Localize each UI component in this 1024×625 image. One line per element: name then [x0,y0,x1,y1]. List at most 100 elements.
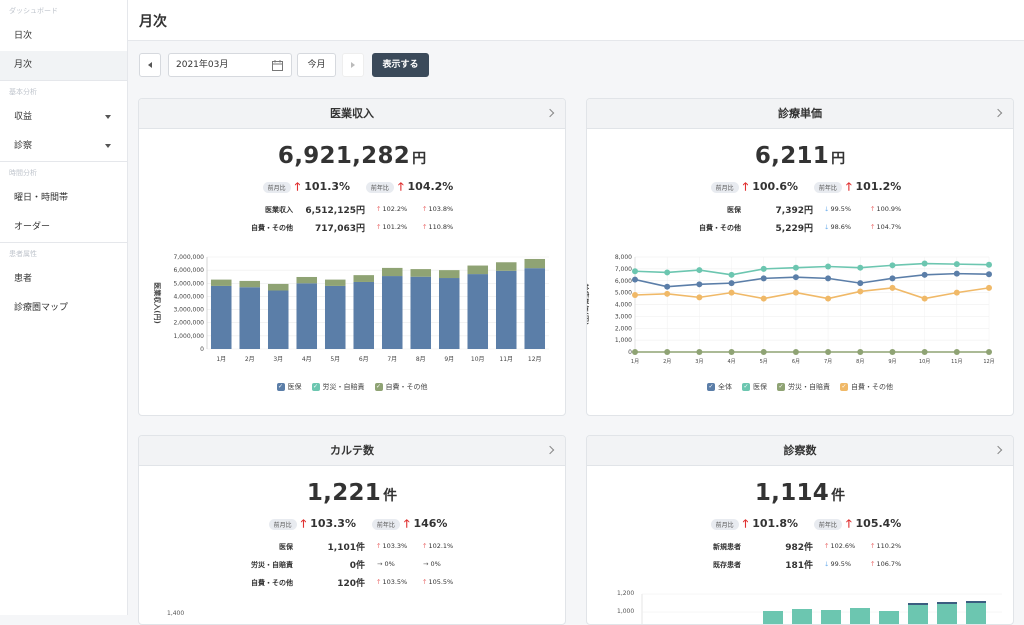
visits-bar-chart-partial [641,593,1002,624]
page-header: 月次 [128,0,1024,41]
checkbox-icon[interactable]: ✓ [840,383,848,391]
series-point-全体 [986,271,992,278]
series-point-自費・その他 [792,289,799,296]
legend-item[interactable]: ✓ 全体 [707,382,732,392]
revenue-total-value: 6,921,282 [277,143,411,169]
x-tick-label: 2月 [663,359,671,365]
breakdown-ratio: 🡑 102.1% [423,542,453,553]
sidebar-item-label: 収益 [14,112,33,122]
sidebar-item-label: 曜日・時間帯 [14,193,69,203]
series-point-医保 [889,262,896,269]
visits-bar-cap [966,601,986,603]
prev-month-button[interactable] [139,53,161,77]
breakdown-label: 既存患者 [713,561,741,569]
visits-bar [879,611,899,624]
legend-item[interactable]: ✓ 医保 [276,382,302,392]
x-tick-label: 9月 [888,359,896,365]
legend-item[interactable]: ✓ 自費・その他 [374,382,428,392]
chart-count-unit: 件 [383,488,398,504]
arrow-down-icon: 🡓 [825,205,831,213]
breakdown-ratio-value: 102.2% [382,205,408,213]
breakdown-ratio-value: 105.5% [428,578,454,586]
caret-down-icon[interactable] [105,115,111,119]
caret-down-icon[interactable] [105,144,111,148]
month-picker-input[interactable]: 2021年03月 [168,53,292,77]
sidebar-item[interactable]: 診療圏マップ [0,294,127,323]
checkbox-icon[interactable]: ✓ [742,383,750,391]
visits-bar [763,611,783,624]
x-tick-label: 5月 [760,359,768,365]
sidebar-item[interactable]: 収益 [0,103,127,132]
x-tick-label: 9月 [444,356,454,363]
checkbox-icon[interactable]: ✓ [707,383,715,391]
bar-医保 [210,285,232,349]
arrow-up-icon: 🡑 [423,223,429,231]
bar-医保 [524,268,546,349]
chevron-right-icon[interactable] [545,445,555,455]
yoy-value: 105.4% [855,517,902,530]
checkbox-icon[interactable]: ✓ [374,383,383,391]
series-line-全体 [634,272,990,288]
series-line-自費・その他 [634,287,990,300]
sidebar-item[interactable]: 日次 [0,22,127,51]
chevron-right-icon[interactable] [993,445,1003,455]
chart-count-value: 1,221 [306,480,382,506]
sidebar-item[interactable]: 診察 [0,132,127,161]
visits-unit: 件 [831,488,846,504]
series-point-全体 [760,275,767,282]
x-tick-label: 12月 [983,359,994,365]
checkbox-icon[interactable]: ✓ [311,383,320,391]
chevron-right-icon[interactable] [545,108,555,118]
sidebar-item[interactable]: 月次 [0,51,127,80]
series-point-労災・自賠責 [825,349,832,355]
bar-自費・その他 [524,258,546,269]
visits-card-header[interactable]: 診察数 [587,436,1013,466]
next-month-button[interactable] [342,53,364,77]
visits-ratios: 前月比 🡑 101.8% 前年比 🡑 105.4% [587,515,1013,534]
breakdown-ratio: 🡑 110.2% [871,542,901,553]
chart-count-card-header[interactable]: カルテ数 [139,436,565,466]
sidebar-item[interactable]: オーダー [0,213,127,242]
breakdown-ratio: 🡑 100.9% [871,205,901,216]
series-point-全体 [632,276,638,283]
checkbox-icon[interactable]: ✓ [777,383,785,391]
breakdown-ratio: 🡑 103.5% [377,578,407,589]
legend-item[interactable]: ✓ 医保 [742,382,767,392]
series-point-労災・自賠責 [728,349,735,355]
series-point-自費・その他 [760,295,767,302]
checkbox-icon[interactable]: ✓ [276,383,285,391]
legend-item[interactable]: ✓ 自費・その他 [840,382,893,392]
breakdown-label: 自費・その他 [251,224,293,232]
revenue-card-header[interactable]: 医業収入 [139,99,565,129]
legend-label: 医保 [753,383,767,391]
arrow-up-icon: 🡑 [871,542,877,550]
show-button[interactable]: 表示する [372,53,429,77]
breakdown-ratio: 🡑 104.7% [871,223,901,234]
arrow-up-icon: 🡑 [845,180,852,193]
series-point-全体 [825,275,832,282]
arrow-up-icon: 🡑 [845,517,852,530]
arrow-up-icon: 🡑 [403,517,410,530]
bar-自費・その他 [210,279,232,286]
legend-item[interactable]: ✓ 労災・自賠責 [777,382,830,392]
legend-item[interactable]: ✓ 労災・自賠責 [311,382,365,392]
this-month-button[interactable]: 今月 [297,53,336,77]
x-tick-label: 6月 [359,356,369,363]
breakdown-ratio: 🡑 110.8% [423,223,453,234]
bar-自費・その他 [324,279,346,286]
mom-pill: 前月比 [710,518,739,530]
breakdown-ratio-value: 104.7% [876,223,902,231]
arrow-up-icon: 🡑 [742,517,749,530]
breakdown-label: 医業収入 [265,206,293,214]
chevron-right-icon[interactable] [993,108,1003,118]
unit-price-card: 診療単価 6,211 円 前月比 🡑 100.6% 前年比 🡑 101.2% 医保 7,… [586,98,1014,416]
sidebar-item[interactable]: 曜日・時間帯 [0,184,127,213]
sidebar-item-label: オーダー [14,222,51,232]
series-point-自費・その他 [921,295,928,302]
sidebar-item[interactable]: 患者 [0,265,127,294]
bar-自費・その他 [410,269,432,277]
breakdown-ratio: → 0% [423,560,441,568]
breakdown-ratio-value: 101.2% [382,223,408,231]
mom-pill: 前月比 [268,518,297,530]
unit-price-card-header[interactable]: 診療単価 [587,99,1013,129]
